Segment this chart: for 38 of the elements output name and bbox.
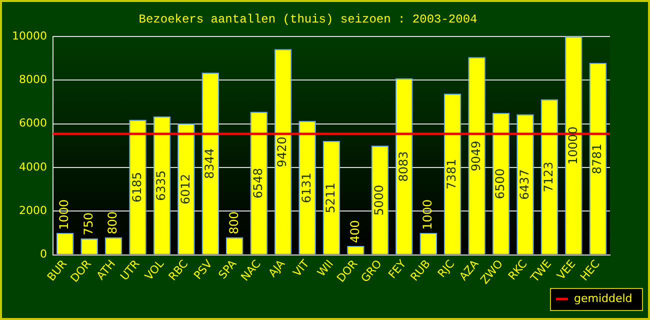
data-label: 6185 xyxy=(130,172,144,203)
data-label: 400 xyxy=(348,220,362,244)
y-tick-label: 6000 xyxy=(18,116,47,130)
data-label: 7123 xyxy=(542,162,556,192)
data-label: 1000 xyxy=(420,199,434,230)
data-label: 7381 xyxy=(444,158,459,190)
y-tick-label: 8000 xyxy=(18,72,47,86)
data-label: 800 xyxy=(106,211,120,234)
data-label: 800 xyxy=(226,211,241,234)
data-label: 6131 xyxy=(299,172,314,204)
y-tick-label: 4000 xyxy=(18,160,47,174)
x-tick-label: AJA xyxy=(266,257,288,280)
data-label: 9420 xyxy=(275,136,290,168)
y-tick-label: 2000 xyxy=(18,204,47,217)
y-tick-label: 0 xyxy=(40,248,47,261)
data-label: 6548 xyxy=(250,168,265,199)
data-label: 6437 xyxy=(517,169,532,200)
data-label: 5211 xyxy=(324,182,338,214)
data-label: 750 xyxy=(81,212,96,236)
x-tick-label: VIT xyxy=(290,257,312,280)
legend-label: gemiddeld xyxy=(574,292,632,305)
data-label: 9049 xyxy=(468,140,483,172)
x-tick-label: VOL xyxy=(142,256,168,283)
data-label: 6335 xyxy=(154,170,168,201)
x-tick-label: VEE xyxy=(554,257,578,282)
data-label: 5000 xyxy=(372,184,386,216)
x-tick-label: RJC xyxy=(435,257,458,280)
data-label: 8781 xyxy=(590,144,604,174)
y-tick-label: 10000 xyxy=(12,29,47,42)
data-label: 1000 xyxy=(57,199,72,230)
data-label: 6500 xyxy=(493,168,508,200)
x-tick-label: SPA xyxy=(216,257,240,282)
x-tick-label: WII xyxy=(314,257,336,280)
data-label: 10000 xyxy=(566,126,580,165)
data-label: 8344 xyxy=(202,148,217,179)
data-label: 6012 xyxy=(178,174,192,204)
chart-title: Bezoekers aantallen (thuis) seizoen : 2003-2004 xyxy=(138,12,478,26)
data-label: 8083 xyxy=(396,151,410,182)
